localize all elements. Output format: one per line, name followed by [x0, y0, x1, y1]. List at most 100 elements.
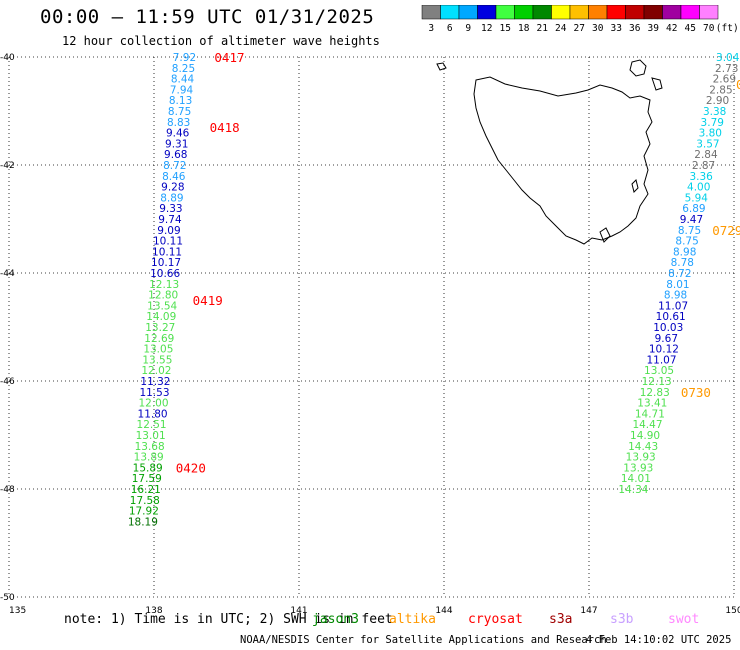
- wave-height-value: 2.73: [715, 63, 738, 75]
- wave-height-value: 3.04: [716, 52, 740, 64]
- wave-height-value: 2.84: [694, 149, 718, 161]
- color-bin-label: 70: [703, 23, 715, 34]
- wave-height-value: 13.05: [644, 365, 674, 377]
- wave-height-value: 8.75: [678, 225, 701, 237]
- wave-height-value: 12.83: [640, 387, 670, 399]
- wave-height-value: 12.13: [642, 376, 672, 388]
- wave-height-value: 8.72: [163, 160, 186, 172]
- wave-height-value: 11.53: [139, 387, 169, 399]
- page-title: 00:00 – 11:59 UTC 01/31/2025: [40, 6, 375, 28]
- tasmania-bruny-island: [599, 227, 611, 243]
- grid-lines: [8, 56, 735, 598]
- wave-height-value: 3.80: [699, 128, 722, 140]
- wave-height-value: 14.09: [146, 311, 176, 323]
- wave-height-value: 13.93: [626, 452, 656, 464]
- wave-height-value: 14.01: [621, 473, 651, 485]
- tasmania-coastline: [436, 59, 663, 245]
- wave-height-value: 9.33: [159, 203, 182, 215]
- color-bin-label: 39: [648, 23, 660, 34]
- wave-height-value: 14.90: [630, 430, 660, 442]
- pass-time-label: 0730: [681, 385, 711, 400]
- color-bin-label: 33: [611, 23, 622, 34]
- color-bin-label: 12: [481, 23, 492, 34]
- satellite-label-cryosat: cryosat: [468, 612, 523, 627]
- color-bin-label: 27: [574, 23, 585, 34]
- color-scale-legend: 3 6 9 12 15 18 21 24 27 30 33 36 39 42 45 70 (ft): [421, 5, 739, 34]
- credit-line: NOAA/NESDIS Center for Satellite Applica…: [240, 634, 607, 646]
- wave-height-value: 13.93: [623, 462, 653, 474]
- wave-height-value: 11.07: [646, 354, 676, 366]
- wave-height-value: 9.28: [161, 182, 184, 194]
- wave-height-value: 3.57: [696, 138, 719, 150]
- wave-height-value: 2.85: [709, 84, 732, 96]
- wave-height-value: 12.13: [149, 279, 179, 291]
- pass-time-label: 0729: [712, 223, 740, 238]
- tasmania-king-island: [436, 62, 447, 71]
- y-tick-label: -50: [0, 593, 15, 603]
- color-bin-70: [699, 5, 719, 20]
- wave-height-value: 3.36: [689, 171, 713, 183]
- x-tick-label: 147: [580, 606, 597, 616]
- page-subtitle: 12 hour collection of altimeter wave hei…: [62, 34, 380, 48]
- wave-height-value: 10.66: [150, 268, 180, 280]
- y-tick-label: -44: [0, 269, 15, 279]
- tasmania-main-outline: [473, 76, 653, 245]
- wave-height-values: 7.928.258.447.948.138.758.839.469.319.68…: [128, 52, 740, 528]
- wave-height-value: 8.98: [664, 290, 687, 302]
- footnote: note: 1) Time is in UTC; 2) SWH is in fe…: [64, 612, 393, 627]
- wave-height-value: 7.92: [173, 52, 196, 64]
- y-tick-label: -48: [0, 485, 15, 495]
- wave-height-value: 12.80: [148, 290, 178, 302]
- color-bin-label: (ft): [716, 23, 739, 34]
- wave-height-value: 13.05: [143, 344, 173, 356]
- wave-height-value: 13.54: [147, 300, 177, 312]
- wave-height-value: 8.83: [167, 117, 190, 129]
- wave-height-value: 10.12: [649, 344, 679, 356]
- wave-height-value: 18.19: [128, 516, 158, 528]
- wave-height-value: 2.87: [692, 160, 715, 172]
- satellite-label-altika: altika: [389, 612, 436, 627]
- wave-height-value: 11.32: [140, 376, 170, 388]
- y-tick-label: -42: [0, 161, 15, 171]
- pass-time-label: 0417: [214, 50, 244, 65]
- color-bin-label: 42: [666, 23, 677, 34]
- wave-height-value: 10.17: [151, 257, 181, 269]
- wave-height-value: 8.75: [675, 236, 698, 248]
- wave-height-value: 12.69: [144, 333, 174, 345]
- wave-height-value: 2.90: [706, 95, 729, 107]
- wave-height-value: 9.74: [158, 214, 182, 226]
- color-bin-label: 9: [465, 23, 471, 34]
- wave-height-value: 9.09: [157, 225, 180, 237]
- wave-height-value: 9.68: [164, 149, 187, 161]
- color-bin-label: 6: [447, 23, 453, 34]
- wave-height-value: 10.61: [656, 311, 686, 323]
- wave-height-value: 13.41: [637, 398, 667, 410]
- wave-height-value: 11.80: [138, 408, 168, 420]
- wave-height-value: 17.58: [130, 495, 160, 507]
- wave-height-value: 14.34: [618, 484, 648, 496]
- x-tick-label: 144: [435, 606, 452, 616]
- wave-height-value: 11.07: [658, 300, 688, 312]
- wave-height-value: 12.02: [141, 365, 171, 377]
- x-tick-label: 141: [290, 606, 307, 616]
- wave-height-value: 9.46: [166, 128, 190, 140]
- color-bin-label: 3: [428, 23, 434, 34]
- wave-height-value: 13.01: [136, 430, 166, 442]
- wave-height-value: 8.25: [172, 63, 195, 75]
- wave-height-value: 4.00: [687, 182, 710, 194]
- wave-height-value: 8.72: [668, 268, 691, 280]
- wave-height-value: 17.59: [132, 473, 162, 485]
- wave-height-value: 2.69: [713, 74, 736, 86]
- wave-height-value: 8.01: [666, 279, 689, 291]
- color-bin-label: 24: [555, 23, 567, 34]
- y-tick-label: -40: [0, 53, 15, 63]
- wave-height-value: 9.47: [680, 214, 703, 226]
- satellite-label-jason3: jason3: [312, 612, 359, 627]
- wave-height-value: 14.47: [632, 419, 662, 431]
- wave-height-value: 8.98: [673, 246, 696, 258]
- tasmania-flinders-island: [629, 59, 647, 77]
- wave-height-value: 9.67: [655, 333, 678, 345]
- wave-height-value: 12.00: [138, 398, 168, 410]
- wave-height-value: 17.92: [129, 506, 159, 518]
